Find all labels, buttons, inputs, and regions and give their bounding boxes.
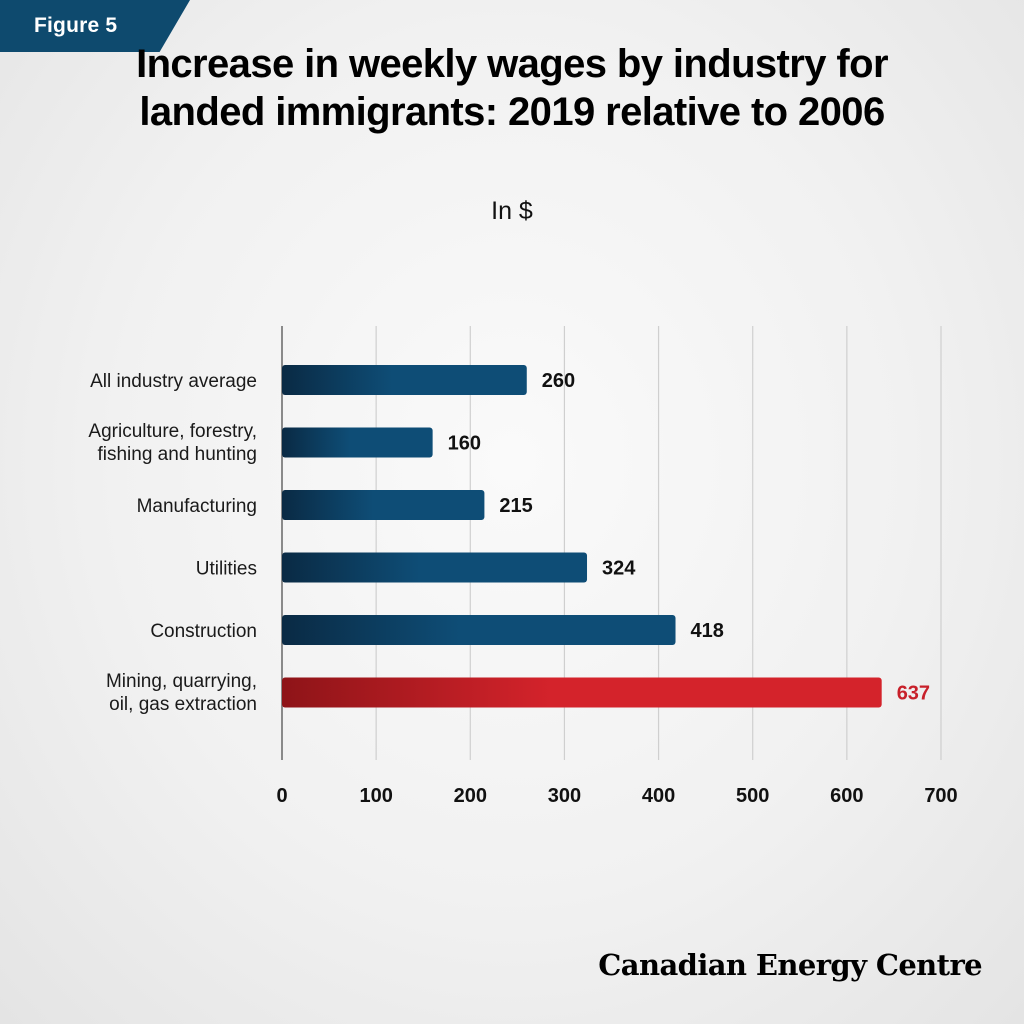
chart-title: Increase in weekly wages by industry for…: [136, 42, 888, 134]
category-label-5-line-1: oil, gas extraction: [109, 694, 257, 715]
data-label-5: 637: [897, 683, 930, 705]
x-tick-label-100: 100: [359, 785, 392, 807]
category-label-5-line-0: Mining, quarrying,: [106, 671, 257, 692]
x-tick-label-300: 300: [548, 785, 581, 807]
bar-4: [282, 615, 676, 645]
bar-0: [282, 365, 527, 395]
bar-5: [282, 677, 882, 708]
x-tick-label-500: 500: [736, 785, 769, 807]
category-label-3: Utilities: [196, 559, 257, 580]
x-tick-label-700: 700: [924, 785, 957, 807]
category-label-0: All industry average: [90, 371, 257, 392]
bar-3: [282, 552, 588, 583]
category-label-1-line-0: Agriculture, forestry,: [88, 421, 257, 442]
data-label-3: 324: [602, 558, 636, 580]
data-label-0: 260: [542, 370, 575, 392]
data-label-2: 215: [499, 495, 532, 517]
category-label-1-line-1: fishing and hunting: [97, 444, 257, 465]
bar-2: [282, 490, 485, 520]
data-label-1: 160: [448, 433, 481, 455]
x-tick-label-200: 200: [454, 785, 487, 807]
bars: [282, 365, 882, 708]
x-tick-label-0: 0: [276, 785, 287, 807]
chart-subtitle: In $: [491, 197, 533, 225]
x-tick-label-600: 600: [830, 785, 863, 807]
category-label-4: Construction: [150, 621, 257, 642]
figure-badge-label: Figure 5: [34, 14, 118, 37]
data-label-4: 418: [691, 620, 724, 642]
labels: 0 100 200 300 400 500 600 700 260 All industry av…: [88, 370, 957, 807]
figure-badge: [0, 0, 190, 52]
bar-1: [282, 427, 433, 458]
canadian-energy-centre-logo: Canadian Energy Centre: [598, 948, 982, 982]
category-label-2: Manufacturing: [137, 496, 257, 517]
x-tick-label-400: 400: [642, 785, 675, 807]
